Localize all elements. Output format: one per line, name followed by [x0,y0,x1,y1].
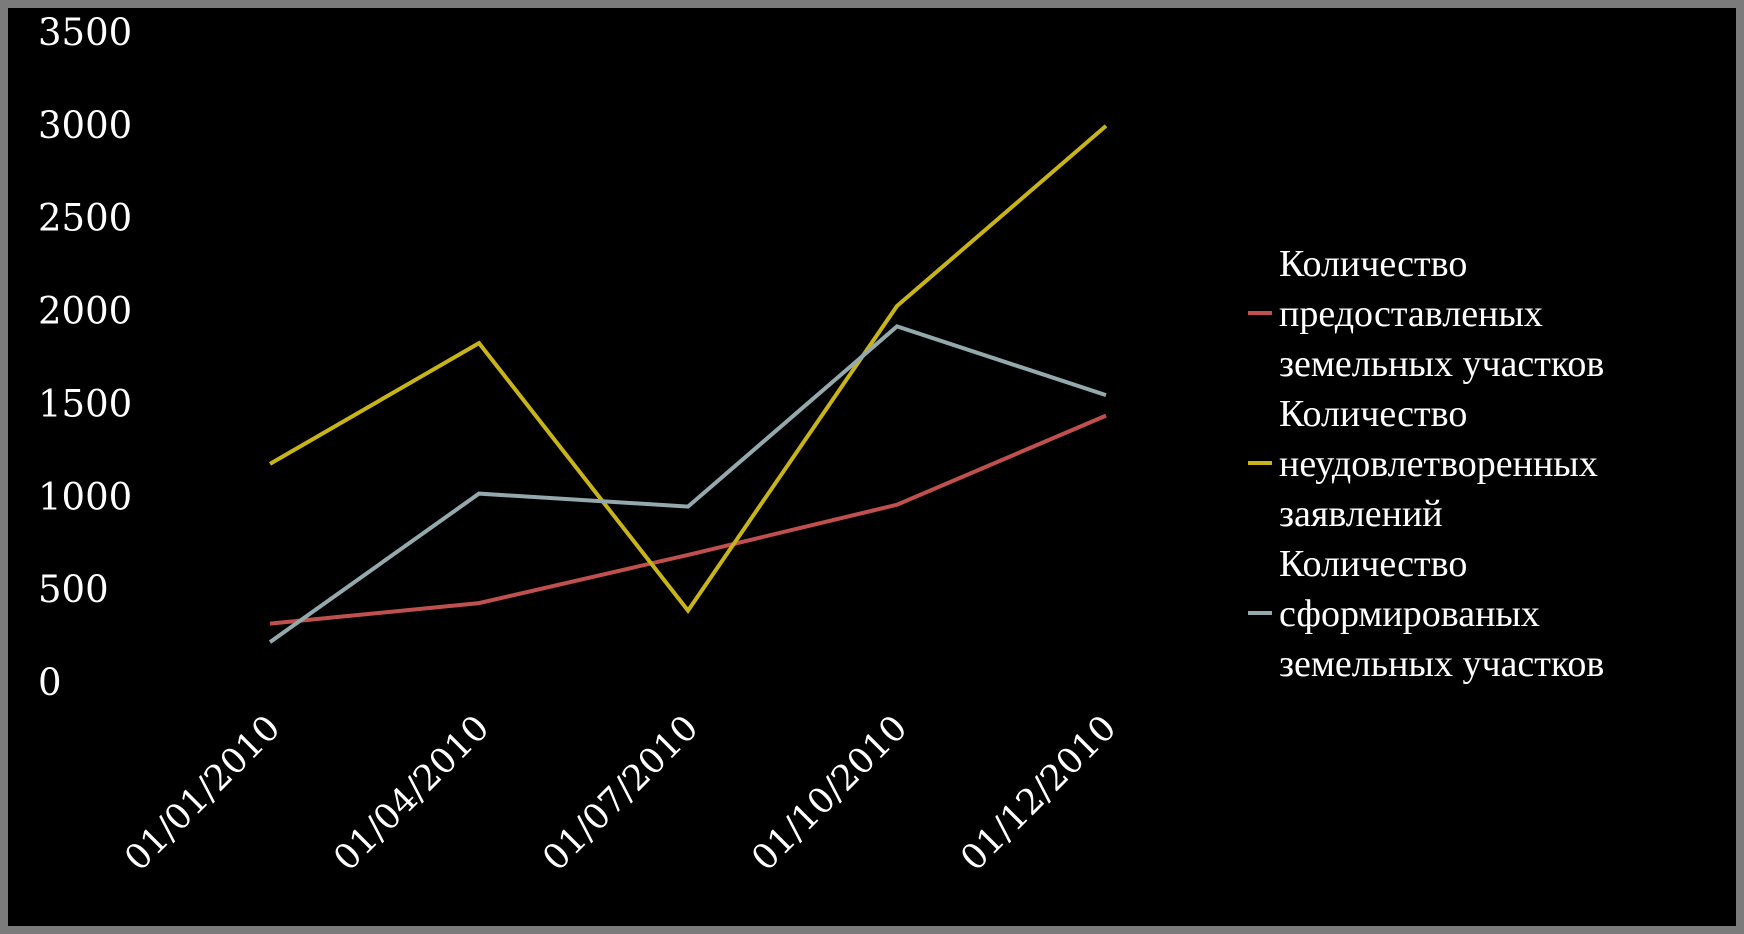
x-tick-label: 01/01/2010 [117,708,288,879]
legend: Количество предоставленых земельных участк… [1248,243,1604,685]
series-line-2 [268,124,1108,614]
y-tick-label: 0 [38,661,62,704]
legend-label: Количество [1279,393,1467,435]
y-tick-label: 1000 [38,475,132,518]
y-tick-label: 2000 [38,290,132,333]
legend-label: земельных участков [1279,643,1604,685]
legend-label: неудовлетворенных [1279,443,1598,485]
x-tick-label: 01/12/2010 [953,708,1124,879]
legend-label: Количество [1279,543,1467,585]
legend-label: земельных участков [1279,343,1604,385]
series-line-1 [269,413,1107,626]
series-line-3 [268,324,1107,644]
y-axis-ticks: 0 500 1000 1500 2000 2500 3000 3500 [38,11,132,704]
legend-label: заявлений [1279,493,1443,535]
y-tick-label: 3500 [38,11,132,54]
x-axis-ticks: 01/01/2010 01/04/2010 01/07/2010 01/10/2010… [117,708,1124,879]
x-tick-label: 01/04/2010 [326,708,497,879]
legend-label: предоставленых [1279,293,1543,335]
legend-label: Количество [1279,243,1467,285]
legend-label: сформированых [1279,593,1540,635]
x-tick-label: 01/10/2010 [744,708,915,879]
y-tick-label: 3000 [38,104,132,147]
y-tick-label: 2500 [38,197,132,240]
y-tick-label: 500 [38,568,109,611]
series-lines [268,124,1108,644]
x-tick-label: 01/07/2010 [535,708,706,879]
y-tick-label: 1500 [38,382,132,425]
chart-frame: 0 500 1000 1500 2000 2500 3000 3500 01/01/2010 0… [8,8,1736,926]
